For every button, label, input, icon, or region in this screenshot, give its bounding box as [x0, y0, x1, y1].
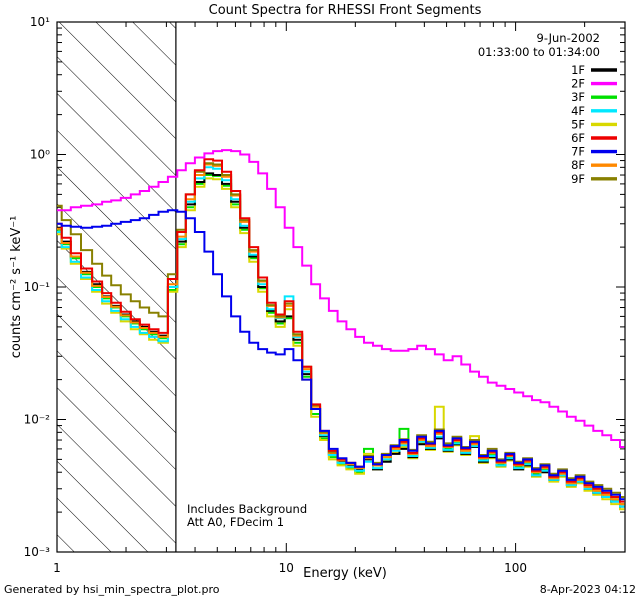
data-curves: [57, 149, 625, 511]
y-tick-label: 10⁰: [30, 148, 50, 162]
x-tick-label: 10: [279, 561, 294, 575]
legend-label-2f: 2F: [571, 77, 585, 91]
legend-label-7f: 7F: [571, 145, 585, 159]
legend-label-5f: 5F: [571, 117, 585, 131]
hatched-region: [57, 22, 177, 552]
y-tick-label: 10⁻¹: [24, 280, 51, 294]
footer-timestamp: 8-Apr-2023 04:12: [540, 583, 636, 596]
y-tick-label: 10¹: [30, 15, 50, 29]
annotation-attenuator: Att A0, FDecim 1: [187, 515, 284, 529]
spectrum-curve-7f: [57, 209, 625, 501]
x-axis-label: Energy (keV): [303, 566, 387, 581]
legend-label-9f: 9F: [571, 172, 585, 186]
legend-label-4f: 4F: [571, 104, 585, 118]
legend-label-8f: 8F: [571, 158, 585, 172]
x-axis-ticks: 1 10 100: [53, 22, 626, 575]
y-tick-label: 10⁻³: [24, 545, 51, 559]
annotation-background: Includes Background: [187, 502, 307, 516]
legend-label-3f: 3F: [571, 90, 585, 104]
spectrum-curve-2f: [57, 149, 625, 448]
y-axis-ticks: 10⁻³ 10⁻² 10⁻¹ 10⁰ 10¹: [24, 15, 625, 559]
legend-label-1f: 1F: [571, 63, 585, 77]
y-axis-label: counts cm⁻² s⁻¹ keV⁻¹: [9, 216, 24, 359]
x-tick-label: 100: [504, 561, 527, 575]
x-tick-label: 1: [53, 561, 61, 575]
footer-generator: Generated by hsi_min_spectra_plot.pro: [4, 583, 220, 596]
observation-interval: 01:33:00 to 01:34:00: [478, 45, 600, 59]
page-title: Count Spectra for RHESSI Front Segments: [209, 3, 482, 18]
legend-label-6f: 6F: [571, 131, 585, 145]
y-tick-label: 10⁻²: [24, 413, 51, 427]
observation-date: 9-Jun-2002: [537, 31, 601, 45]
